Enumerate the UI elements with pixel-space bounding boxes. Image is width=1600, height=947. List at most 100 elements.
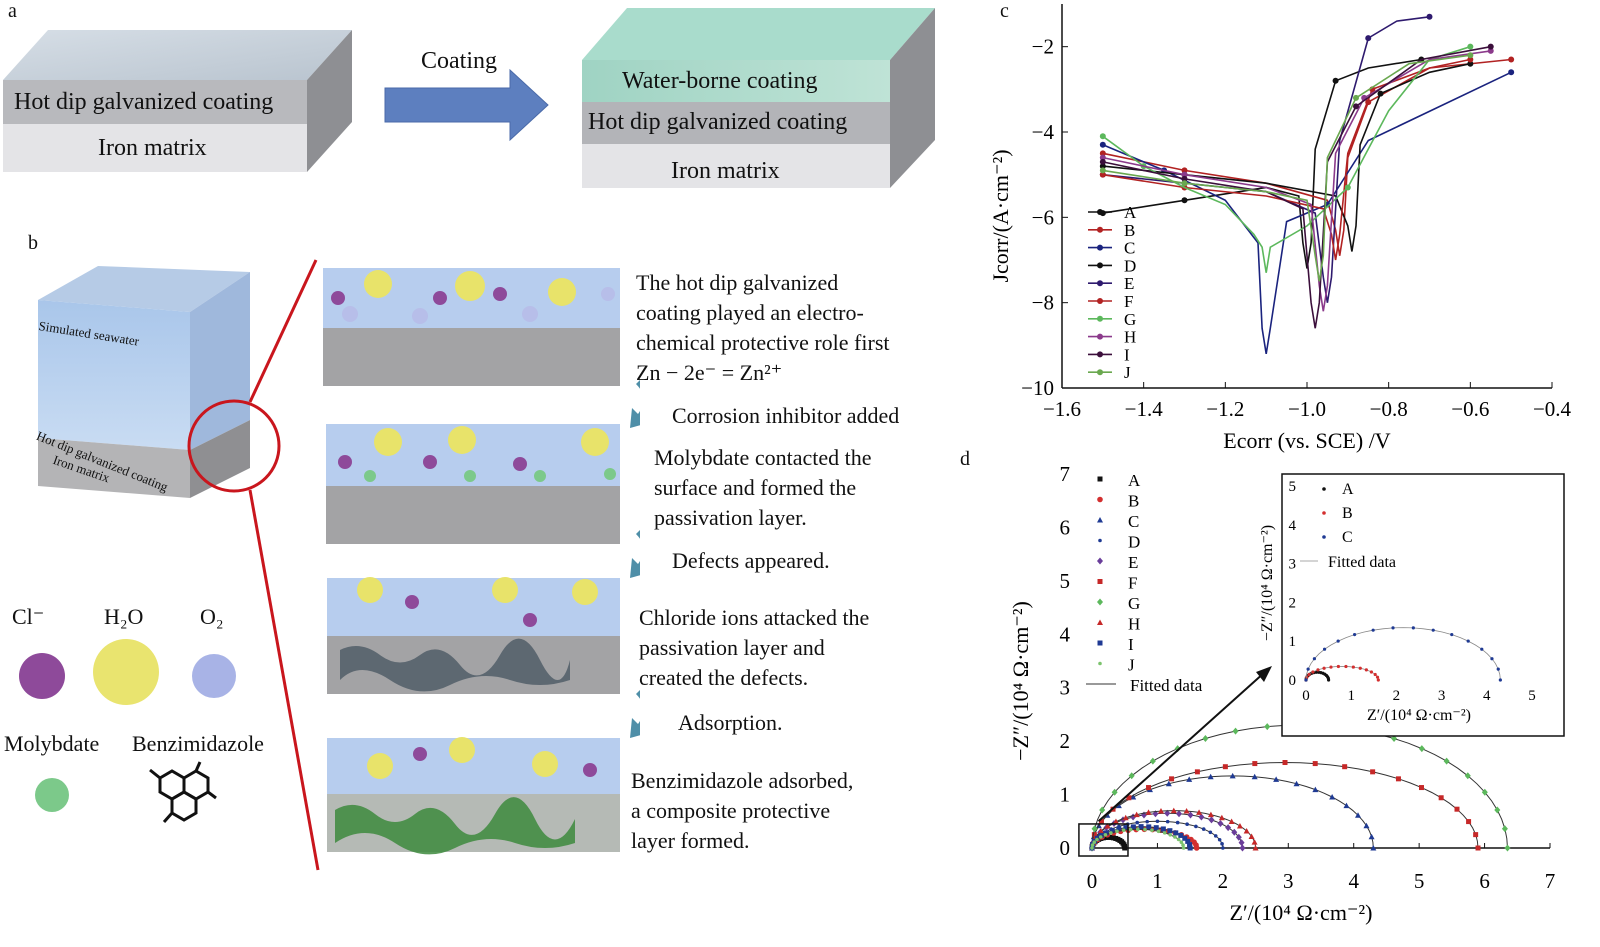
data-point-G	[1418, 745, 1425, 753]
legend-marker-F	[1097, 579, 1103, 584]
x-tick-label: 5	[1414, 869, 1425, 893]
data-point-G	[1504, 844, 1511, 852]
data-point-G	[1091, 825, 1098, 833]
data-point-I	[1153, 825, 1159, 831]
data-point-G	[1443, 757, 1450, 765]
y-tick-label: 1	[1060, 783, 1071, 807]
inset-point-B	[1344, 664, 1348, 669]
cl-marker	[19, 653, 65, 699]
inset-point-A	[1327, 678, 1331, 682]
inset-point-B	[1369, 670, 1374, 674]
series-point-G	[1099, 133, 1106, 140]
data-point-I	[1178, 832, 1184, 838]
data-point-F	[1282, 760, 1288, 766]
series-point-H	[1099, 154, 1106, 161]
inset-point-B	[1311, 670, 1315, 674]
inset-fit-B	[1305, 665, 1379, 681]
y-tick-label: 2	[1060, 729, 1071, 753]
inset-point-B	[1358, 666, 1362, 670]
data-point-F	[1126, 795, 1132, 801]
data-point-H	[1104, 823, 1111, 829]
inset-point-C	[1496, 667, 1500, 671]
y-tick-label: −2	[1032, 35, 1054, 59]
x-tick-label: −0.8	[1370, 397, 1408, 421]
step-text-2: Molybdate contacted the surface and form…	[654, 445, 872, 530]
inset-point-C	[1312, 657, 1317, 661]
right-iron-label: Iron matrix	[671, 158, 780, 184]
legend-marker-C	[1097, 244, 1103, 251]
inset-point-C	[1352, 633, 1357, 637]
data-point-E	[1238, 839, 1245, 847]
legend-label-D: D	[1128, 533, 1140, 552]
data-point-F	[1222, 764, 1228, 770]
series-line-J	[1102, 54, 1471, 282]
x-tick-label: 0	[1087, 869, 1098, 893]
legend-marker-D	[1097, 262, 1103, 269]
data-point-J	[1143, 827, 1147, 832]
y-axis-title: Jcorr/(A·cm⁻²)	[988, 149, 1013, 282]
data-point-I	[1173, 830, 1179, 836]
data-point-I	[1130, 824, 1136, 830]
series-line-C	[1102, 71, 1512, 355]
data-point-C	[1165, 780, 1172, 787]
data-point-G	[1464, 772, 1471, 780]
inset-point-B	[1376, 678, 1380, 682]
data-point-C	[1293, 780, 1300, 787]
inset-legend-label-A: A	[1342, 481, 1354, 498]
data-point-E	[1152, 810, 1159, 818]
data-point-G	[1202, 735, 1209, 743]
data-point-E	[1239, 844, 1246, 852]
legend-label-J: J	[1124, 363, 1131, 382]
legend-marker-B	[1097, 496, 1103, 503]
data-point-H	[1097, 828, 1104, 834]
panel-b-label: b	[28, 232, 38, 254]
legend-label-G: G	[1124, 310, 1136, 329]
data-point-D	[1194, 824, 1198, 829]
series-point-E	[1426, 13, 1433, 20]
data-point-D	[1201, 827, 1206, 831]
series-point-J	[1099, 167, 1106, 174]
series-line-I	[1102, 45, 1491, 329]
series-point-J	[1181, 180, 1188, 187]
data-point-G	[1128, 772, 1135, 780]
data-point-F	[1438, 795, 1444, 801]
x-tick-label: 6	[1479, 869, 1490, 893]
data-point-H	[1248, 833, 1255, 839]
legend-marker-C	[1097, 517, 1103, 523]
inset-point-C	[1450, 633, 1454, 637]
data-point-F	[1466, 819, 1472, 825]
series-line-G	[1102, 45, 1471, 273]
polarization-chart: −1.6 −1.4 −1.2 −1.0 −0.8 −0.6 −0.4 −10 −8 −6 −4 −2 E…	[988, 4, 1572, 453]
data-point-H	[1122, 814, 1129, 821]
step-image-2	[326, 424, 620, 544]
x-axis-title: Z′/(10⁴ Ω·cm⁻²)	[1230, 900, 1373, 925]
legend-marker-A	[1097, 209, 1103, 215]
data-point-F	[1091, 832, 1097, 838]
y-tick-label: 5	[1060, 569, 1071, 593]
left-iron-label: Iron matrix	[98, 135, 207, 161]
inset-point-B	[1351, 665, 1355, 669]
panel-a-diagram	[3, 8, 935, 188]
y-tick-label: 0	[1060, 836, 1071, 860]
inset-fit-C	[1305, 627, 1501, 681]
data-point-C	[1186, 776, 1193, 782]
legend-marker-D	[1098, 538, 1102, 543]
inset-point-C	[1304, 678, 1308, 682]
legend-marker-H	[1097, 619, 1103, 625]
legend-label-A: A	[1124, 203, 1137, 222]
data-point-J	[1121, 828, 1126, 833]
inset-point-B	[1316, 668, 1320, 672]
inset-point-B	[1307, 672, 1311, 677]
inset-legend-fit-label: Fitted data	[1328, 554, 1396, 571]
series-point-A	[1181, 197, 1188, 204]
data-point-J	[1090, 846, 1094, 850]
x-tick-label: −1.6	[1043, 397, 1081, 421]
data-point-H	[1133, 811, 1140, 818]
magnifier-circle	[187, 399, 281, 493]
data-point-H	[1252, 845, 1259, 851]
data-point-C	[1207, 773, 1214, 780]
data-point-I	[1167, 828, 1173, 834]
data-point-J	[1136, 827, 1140, 832]
data-point-G	[1099, 806, 1106, 814]
legend-benzimidazole-label: Benzimidazole	[132, 731, 264, 756]
